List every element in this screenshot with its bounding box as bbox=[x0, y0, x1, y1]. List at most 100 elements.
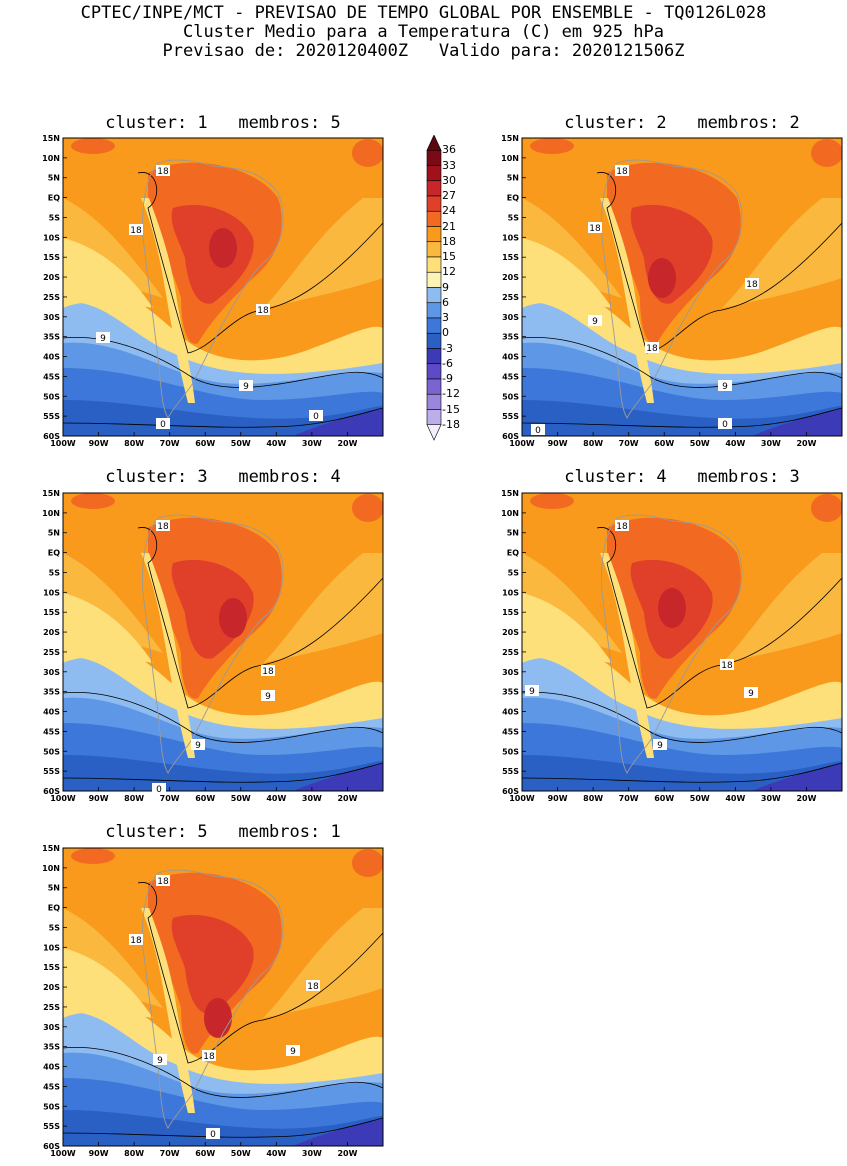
contour-label-box bbox=[129, 934, 143, 945]
lat-tick-label: 60S bbox=[502, 432, 519, 441]
contour-label: 18 bbox=[307, 982, 319, 992]
lat-tick-label: 15N bbox=[501, 489, 519, 498]
lon-tick-label: 30W bbox=[761, 439, 781, 448]
lat-tick-label: 20S bbox=[502, 628, 519, 637]
map-frame bbox=[521, 492, 843, 792]
contour-label-box bbox=[645, 342, 659, 353]
lat-tick-label: 15S bbox=[43, 253, 60, 262]
contour-label: 0 bbox=[535, 426, 541, 436]
contour-label: 18 bbox=[262, 667, 274, 677]
contour-label-box bbox=[286, 1045, 300, 1056]
lon-tick-label: 30W bbox=[761, 794, 781, 803]
lat-tick-label: 15S bbox=[502, 608, 519, 617]
lat-tick-label: 60S bbox=[43, 787, 60, 796]
lon-tick-label: 20W bbox=[337, 439, 357, 448]
lat-tick-label: 40S bbox=[502, 353, 519, 362]
lat-tick-label: 35S bbox=[43, 688, 60, 697]
colorbar-label: -12 bbox=[442, 387, 460, 401]
lat-tick-label: 15N bbox=[42, 134, 60, 143]
lat-tick-label: 10S bbox=[43, 943, 60, 952]
lon-tick-label: 80W bbox=[124, 794, 144, 803]
lat-tick-label: 10N bbox=[501, 509, 519, 518]
lat-tick-label: 50S bbox=[43, 747, 60, 756]
lat-tick-label: 45S bbox=[43, 372, 60, 381]
lat-tick-label: 60S bbox=[502, 787, 519, 796]
temperature-field bbox=[63, 848, 383, 1146]
contour-label: 9 bbox=[722, 382, 728, 392]
lon-tick-label: 90W bbox=[89, 1149, 109, 1158]
lat-tick-label: 5N bbox=[507, 174, 519, 183]
contour-label-box bbox=[156, 165, 170, 176]
lon-tick-label: 50W bbox=[231, 439, 251, 448]
lat-tick-label: 20S bbox=[43, 273, 60, 282]
lon-tick-label: 90W bbox=[89, 794, 109, 803]
contour-label: 9 bbox=[100, 334, 106, 344]
contour-label: 9 bbox=[529, 687, 535, 697]
colorbar-bottom-triangle bbox=[426, 424, 442, 441]
lon-tick-label: 30W bbox=[302, 794, 322, 803]
lat-tick-label: EQ bbox=[48, 904, 60, 913]
lat-tick-label: 60S bbox=[43, 1142, 60, 1151]
colorbar-swatch bbox=[426, 393, 442, 410]
lat-tick-label: 25S bbox=[43, 1003, 60, 1012]
lon-tick-label: 90W bbox=[548, 439, 568, 448]
colorbar-swatch bbox=[426, 317, 442, 334]
lat-tick-label: 45S bbox=[502, 372, 519, 381]
contour-label: 9 bbox=[290, 1047, 296, 1057]
colorbar-label: 0 bbox=[442, 326, 449, 340]
contour-label-box bbox=[525, 685, 539, 696]
colorbar-label: 15 bbox=[442, 250, 456, 263]
lon-tick-label: 80W bbox=[124, 439, 144, 448]
lon-tick-label: 50W bbox=[690, 794, 710, 803]
lat-tick-label: 5N bbox=[48, 884, 60, 893]
colorbar-swatch bbox=[426, 287, 442, 304]
colorbar-label: 12 bbox=[442, 265, 456, 279]
colorbar-swatch bbox=[426, 149, 442, 166]
lat-tick-label: 20S bbox=[43, 983, 60, 992]
lat-tick-label: 30S bbox=[43, 313, 60, 322]
colorbar-label: 18 bbox=[442, 234, 456, 248]
lon-tick-label: 20W bbox=[796, 439, 816, 448]
panel-title: cluster: 4 membros: 3 bbox=[564, 467, 800, 487]
contour-label-box bbox=[261, 665, 275, 676]
lat-tick-label: 55S bbox=[502, 412, 519, 421]
lon-tick-label: 100W bbox=[509, 794, 535, 803]
lat-tick-label: 40S bbox=[43, 708, 60, 717]
colorbar-swatch bbox=[426, 241, 442, 258]
lon-tick-label: 70W bbox=[619, 439, 639, 448]
colorbar-label: -18 bbox=[442, 417, 460, 431]
lon-tick-label: 50W bbox=[231, 794, 251, 803]
lat-tick-label: 5S bbox=[49, 923, 61, 932]
contour-label: 9 bbox=[265, 692, 271, 702]
contour-label-box bbox=[156, 520, 170, 531]
contour-label: 9 bbox=[748, 689, 754, 699]
lon-tick-label: 40W bbox=[725, 794, 745, 803]
contour-label: 18 bbox=[746, 280, 758, 290]
lat-tick-label: 10S bbox=[43, 233, 60, 242]
lat-tick-label: EQ bbox=[507, 194, 519, 203]
lat-tick-label: 35S bbox=[43, 1043, 60, 1052]
lat-tick-label: 5S bbox=[508, 213, 520, 222]
colorbar-graphic bbox=[426, 135, 442, 441]
lon-tick-label: 100W bbox=[50, 439, 76, 448]
lat-tick-label: 30S bbox=[43, 668, 60, 677]
contour-label: 18 bbox=[130, 226, 142, 236]
contour-label-box bbox=[309, 410, 323, 421]
contour-label: 18 bbox=[157, 877, 169, 887]
lat-tick-label: 15N bbox=[42, 489, 60, 498]
colorbar-swatch bbox=[426, 332, 442, 349]
lat-tick-label: 30S bbox=[502, 313, 519, 322]
lat-tick-label: EQ bbox=[507, 549, 519, 558]
contour-label: 18 bbox=[157, 167, 169, 177]
contour-label: 0 bbox=[313, 412, 319, 422]
contour-label-box bbox=[745, 278, 759, 289]
map-frame bbox=[62, 492, 384, 792]
lat-tick-label: 55S bbox=[502, 767, 519, 776]
map-panel: 15N 10N 5N EQ 5S 10S 15S 20S 25S 30S 35S 40S 45S 50S 5… bbox=[501, 134, 843, 448]
temperature-field bbox=[522, 138, 842, 436]
colorbar-label: 30 bbox=[442, 173, 456, 187]
lat-tick-label: 25S bbox=[43, 293, 60, 302]
lat-tick-label: 5N bbox=[48, 529, 60, 538]
contour-label-box bbox=[256, 304, 270, 315]
lat-tick-label: 40S bbox=[43, 1063, 60, 1072]
